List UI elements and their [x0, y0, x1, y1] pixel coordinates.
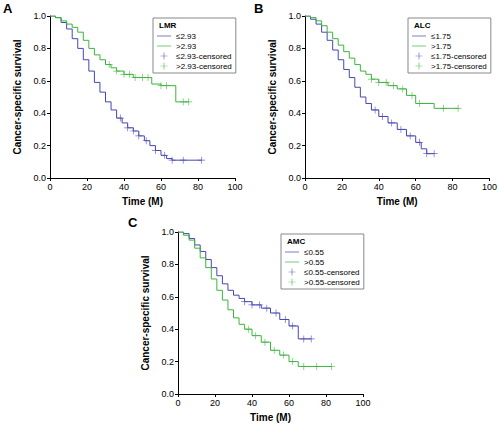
svg-text:≤0.55: ≤0.55 — [304, 248, 325, 257]
svg-text:1.0: 1.0 — [33, 11, 46, 21]
svg-text:Cancer-specific survival: Cancer-specific survival — [267, 39, 278, 154]
svg-text:A: A — [3, 1, 13, 16]
svg-text:C: C — [128, 215, 138, 230]
svg-text:B: B — [254, 1, 263, 16]
svg-text:100: 100 — [355, 398, 370, 408]
svg-text:>1.75: >1.75 — [431, 42, 452, 51]
svg-text:Cancer-specific survival: Cancer-specific survival — [140, 255, 151, 370]
svg-text:60: 60 — [284, 398, 294, 408]
svg-text:0.4: 0.4 — [33, 108, 46, 118]
svg-text:0.0: 0.0 — [33, 173, 46, 183]
svg-text:0.0: 0.0 — [161, 389, 174, 399]
svg-text:0.8: 0.8 — [33, 43, 46, 53]
svg-text:0.4: 0.4 — [288, 108, 301, 118]
svg-text:0.4: 0.4 — [161, 324, 174, 334]
svg-text:0.0: 0.0 — [288, 173, 301, 183]
svg-text:>2.93-censored: >2.93-censored — [176, 62, 232, 71]
svg-text:>0.55-censored: >0.55-censored — [304, 278, 360, 287]
svg-text:0: 0 — [175, 398, 180, 408]
svg-text:0: 0 — [302, 182, 307, 192]
svg-text:100: 100 — [482, 182, 497, 192]
svg-text:Time (M): Time (M) — [250, 412, 291, 423]
svg-text:1.0: 1.0 — [288, 11, 301, 21]
svg-text:Time (M): Time (M) — [122, 196, 163, 207]
svg-text:20: 20 — [337, 182, 347, 192]
svg-text:0.8: 0.8 — [161, 259, 174, 269]
svg-text:0.6: 0.6 — [288, 76, 301, 86]
svg-text:0.6: 0.6 — [33, 76, 46, 86]
svg-text:≤0.55-censored: ≤0.55-censored — [304, 268, 360, 277]
svg-text:0.2: 0.2 — [288, 141, 301, 151]
svg-text:>2.93: >2.93 — [176, 42, 197, 51]
svg-text:0.6: 0.6 — [161, 292, 174, 302]
svg-text:20: 20 — [210, 398, 220, 408]
svg-text:0.8: 0.8 — [288, 43, 301, 53]
svg-text:Cancer-specific survival: Cancer-specific survival — [12, 39, 23, 154]
svg-text:80: 80 — [448, 182, 458, 192]
svg-text:≤1.75-censored: ≤1.75-censored — [431, 52, 487, 61]
svg-text:0.2: 0.2 — [33, 141, 46, 151]
svg-text:0: 0 — [47, 182, 52, 192]
svg-text:≤2.93-censored: ≤2.93-censored — [176, 52, 232, 61]
svg-text:80: 80 — [321, 398, 331, 408]
svg-text:80: 80 — [193, 182, 203, 192]
svg-text:40: 40 — [247, 398, 257, 408]
svg-text:≤2.93: ≤2.93 — [176, 32, 197, 41]
svg-text:ALC: ALC — [414, 21, 431, 30]
svg-text:>0.55: >0.55 — [304, 258, 325, 267]
svg-text:40: 40 — [119, 182, 129, 192]
svg-text:AMC: AMC — [287, 237, 305, 246]
svg-text:100: 100 — [227, 182, 242, 192]
svg-text:60: 60 — [411, 182, 421, 192]
svg-text:0.2: 0.2 — [161, 357, 174, 367]
svg-text:20: 20 — [82, 182, 92, 192]
svg-text:1.0: 1.0 — [161, 227, 174, 237]
svg-text:Time (M): Time (M) — [377, 196, 418, 207]
svg-text:LMR: LMR — [159, 21, 177, 30]
svg-text:60: 60 — [156, 182, 166, 192]
svg-text:≤1.75: ≤1.75 — [431, 32, 452, 41]
svg-text:>1.75-censored: >1.75-censored — [431, 62, 487, 71]
svg-text:40: 40 — [374, 182, 384, 192]
